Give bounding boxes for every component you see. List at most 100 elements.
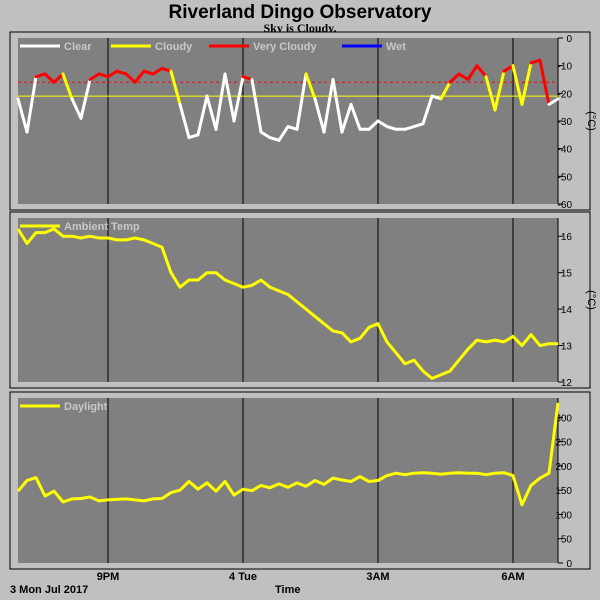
sky-temp-segment [97, 72, 110, 79]
sky-temp-segment [250, 78, 263, 134]
y-tick-label: 0 [566, 34, 572, 45]
sky-temp-segment [349, 102, 362, 131]
x-tick-label: 9PM [97, 571, 120, 583]
legend-label: Daylight [64, 401, 108, 413]
sky-temp-segment [52, 72, 65, 84]
ambient-series-line [16, 227, 558, 380]
y-tick-label: 15 [561, 269, 573, 280]
y-tick-label: -40 [558, 145, 573, 156]
sky-temp-segment [142, 69, 155, 76]
sky-temp-segment [223, 72, 236, 123]
sky-temp-segment [178, 102, 191, 140]
y-tick-label: 50 [561, 535, 573, 546]
legend-label: Ambient Temp [64, 221, 140, 233]
plot-area [18, 398, 558, 563]
sky-temp-segment [439, 80, 452, 101]
y-tick-label: 300 [555, 413, 572, 424]
chart-title: Riverland Dingo Observatory [168, 2, 432, 23]
sky-temp-segment [34, 72, 47, 79]
sky-temp-segment [61, 72, 74, 101]
sky-temp-segment [133, 69, 146, 84]
sky-temp-segment [520, 61, 533, 106]
y-axis-label: (°C) [585, 111, 597, 131]
sky-temp-segment [241, 75, 254, 81]
sky-temp-segment [511, 64, 524, 106]
sky-temp-segment [169, 69, 182, 106]
sky-temperature-panel: 0 -10 -20 -30 -40 -50 -60 (°C) Clear Cloudy Very C… [9, 31, 597, 211]
sky-temp-segment [367, 119, 380, 131]
y-tick-label: 14 [561, 305, 573, 316]
y-tick-label: 13 [561, 342, 573, 353]
legend-label: Very Cloudy [253, 41, 317, 53]
sky-temp-segment [70, 97, 83, 120]
sky-temp-segment [259, 130, 272, 140]
sky-temp-segment [313, 97, 326, 134]
legend-label: Clear [64, 41, 92, 53]
x-axis-label: Time [275, 584, 301, 596]
y-tick-label: 200 [555, 462, 572, 473]
sky-temp-segment [88, 72, 101, 81]
sky-temp-segment [538, 58, 551, 106]
sky-temp-segment [196, 94, 209, 137]
y-tick-label: -60 [558, 200, 573, 211]
ambient-temperature-panel: 12 13 14 15 16 (°C) Ambient Temp [9, 211, 597, 389]
sky-temp-segment [232, 75, 245, 123]
sky-temp-segment [547, 97, 560, 106]
daylight-series-line [16, 402, 560, 507]
sky-temp-segment [421, 94, 434, 126]
x-tick-label: 6AM [501, 571, 524, 583]
sky-temp-segment [331, 78, 344, 134]
plot-area [18, 218, 558, 382]
legend-label: Wet [386, 41, 406, 53]
y-tick-label: 16 [561, 232, 573, 243]
y-tick-label: 12 [561, 378, 573, 389]
sky-temp-segment [16, 97, 29, 134]
sky-temp-segment [475, 64, 488, 79]
y-tick-label: 250 [555, 438, 572, 449]
sky-temp-segment [502, 64, 515, 73]
x-tick-label: 3AM [366, 571, 389, 583]
y-axis-label: (°C) [585, 290, 597, 310]
sky-temp-segment [412, 122, 425, 129]
y-tick-label: 150 [555, 486, 572, 497]
sky-temp-segment [340, 102, 353, 134]
sky-temp-segment [277, 125, 290, 142]
sky-temp-segment [493, 69, 506, 112]
date-label: 3 Mon Jul 2017 [10, 584, 89, 596]
sky-temp-segment [268, 136, 281, 142]
y-tick-label: 100 [555, 510, 572, 521]
sky-temp-segment [124, 72, 137, 84]
sky-temp-segment [304, 72, 317, 101]
y-tick-label: -50 [558, 172, 573, 183]
sky-temp-segment [529, 58, 542, 65]
y-tick-label: -30 [558, 117, 573, 128]
sky-temp-segment [151, 66, 164, 76]
sky-temp-segment [484, 75, 497, 112]
daylight-panel: 0 50 100 150 200 250 300 Daylight [9, 391, 591, 570]
y-tick-label: -20 [558, 89, 573, 100]
plot-area [18, 38, 558, 204]
x-tick-label: 4 Tue [229, 571, 257, 583]
sky-temp-segment [25, 75, 38, 134]
legend-label: Cloudy [155, 41, 193, 53]
sky-temp-segment [376, 119, 389, 129]
sky-temp-segment [295, 72, 308, 131]
sky-temp-segment [430, 94, 443, 101]
y-tick-label: -10 [558, 62, 573, 73]
sky-temp-segment [457, 72, 470, 81]
sky-temp-segment [322, 78, 335, 134]
sky-temp-segment [286, 125, 299, 131]
sky-temp-segment [79, 78, 92, 120]
sky-temp-segment [187, 133, 200, 140]
sky-temp-segment [448, 72, 461, 84]
sky-temp-segment [43, 72, 56, 84]
sky-temp-segment [214, 72, 227, 131]
sky-temp-segment [115, 69, 128, 76]
y-tick-label: 0 [566, 559, 572, 570]
sky-temp-segment [160, 66, 173, 73]
sky-temp-segment [106, 69, 119, 79]
sky-temp-segment [205, 94, 218, 131]
sky-temp-segment [403, 125, 416, 131]
sky-temp-segment [385, 125, 398, 131]
